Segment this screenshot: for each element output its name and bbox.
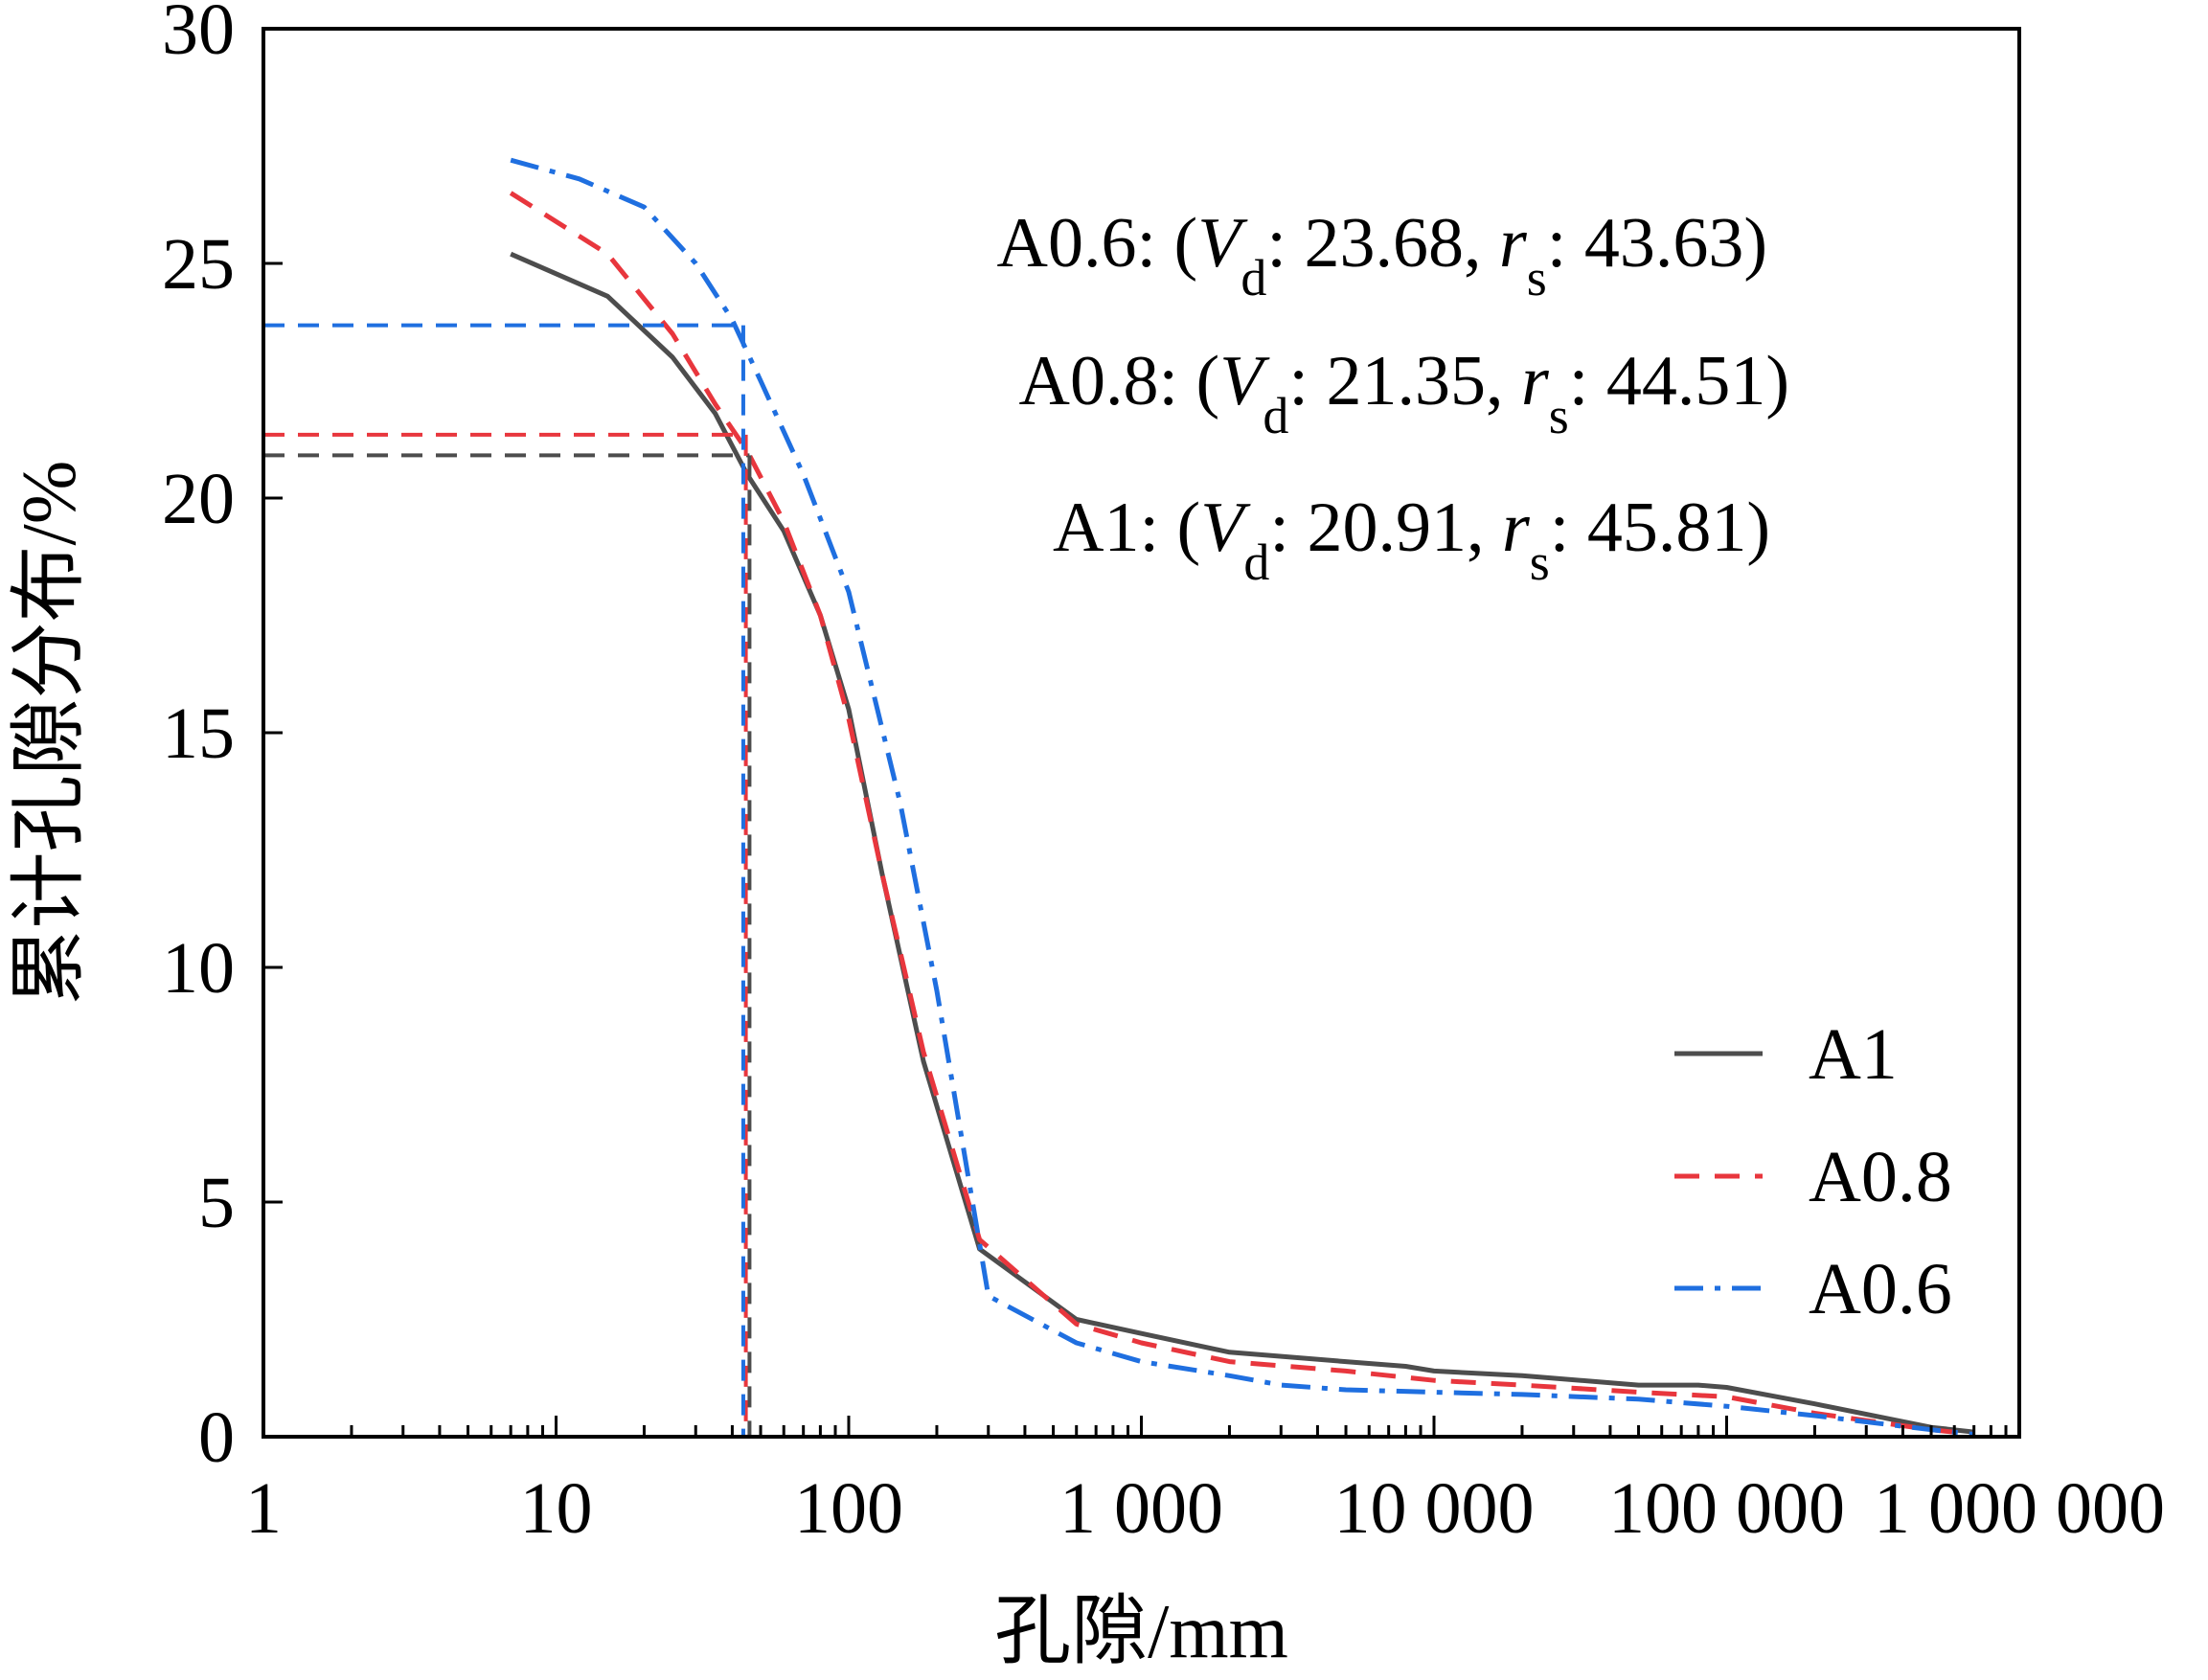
annotation-part: d xyxy=(1263,387,1288,444)
legend-label: A1 xyxy=(1809,1014,1898,1095)
annotation-part: V xyxy=(1200,488,1251,567)
y-tick-label: 0 xyxy=(198,1397,235,1478)
annotation-part: A0.8: ( xyxy=(1019,342,1220,420)
annotation-label: A1: (Vd: 20.91, rs: 45.81) xyxy=(1053,488,1770,591)
annotations: A0.6: (Vd: 23.68, rs: 43.63)A0.8: (Vd: 2… xyxy=(997,204,1789,591)
annotation-part: : 44.51) xyxy=(1569,342,1789,420)
reference-lines xyxy=(263,323,752,1437)
annotation-part: V xyxy=(1197,204,1248,283)
annotation-part: d xyxy=(1241,249,1266,306)
annotation-part: s xyxy=(1527,249,1547,306)
y-tick-label: 25 xyxy=(162,224,235,305)
annotation-part: : 45.81) xyxy=(1550,488,1770,567)
x-tick-label: 10 xyxy=(520,1468,593,1549)
y-tick-label: 30 xyxy=(162,0,235,70)
y-axis-title: 累计孔隙分布/% xyxy=(8,461,92,1006)
annotation-part: : 21.35, xyxy=(1288,342,1521,420)
annotation-part: s xyxy=(1549,387,1569,444)
series-line-a0-6 xyxy=(510,157,1974,1437)
series-line-a0-8 xyxy=(509,191,1974,1437)
annotation-part: V xyxy=(1219,342,1270,420)
annotation-part: A0.6: ( xyxy=(997,204,1198,283)
axis-ticks xyxy=(262,27,2021,1439)
annotation-part: A1: ( xyxy=(1053,488,1200,567)
annotation-part: d xyxy=(1243,534,1269,591)
annotation-part: r xyxy=(1499,204,1528,283)
y-tick-label: 10 xyxy=(162,928,235,1009)
annotation-label: A0.6: (Vd: 23.68, rs: 43.63) xyxy=(997,204,1767,306)
y-tick-label: 20 xyxy=(162,459,235,539)
x-tick-label: 1 000 xyxy=(1059,1468,1223,1549)
annotation-part: : 23.68, xyxy=(1266,204,1499,283)
x-tick-label: 10 000 xyxy=(1334,1468,1535,1549)
x-axis-title: 孔隙/mm xyxy=(994,1590,1288,1674)
annotation-part: : 20.91, xyxy=(1269,488,1502,567)
annotation-part: : 43.63) xyxy=(1547,204,1767,283)
annotation-part: r xyxy=(1502,488,1531,567)
x-tick-label: 100 000 xyxy=(1608,1468,1845,1549)
annotation-label: A0.8: (Vd: 21.35, rs: 44.51) xyxy=(1019,342,1789,444)
series-line-a1 xyxy=(510,251,1974,1435)
x-tick-label: 1 000 000 xyxy=(1874,1468,2165,1549)
annotation-part: r xyxy=(1521,342,1550,420)
annotation-part: s xyxy=(1530,534,1550,591)
legend-label: A0.6 xyxy=(1809,1249,1952,1329)
tick-labels: 1 10 100 1 000 10 000 100 000 1 000 000 0 5 10 15 2… xyxy=(162,0,2165,1549)
legend: A1 A0.8 A0.6 xyxy=(1674,1014,1952,1329)
y-tick-label: 5 xyxy=(198,1163,235,1243)
x-tick-label: 1 xyxy=(245,1468,282,1549)
x-tick-label: 100 xyxy=(794,1468,903,1549)
y-tick-label: 15 xyxy=(162,693,235,774)
legend-label: A0.8 xyxy=(1809,1137,1952,1217)
